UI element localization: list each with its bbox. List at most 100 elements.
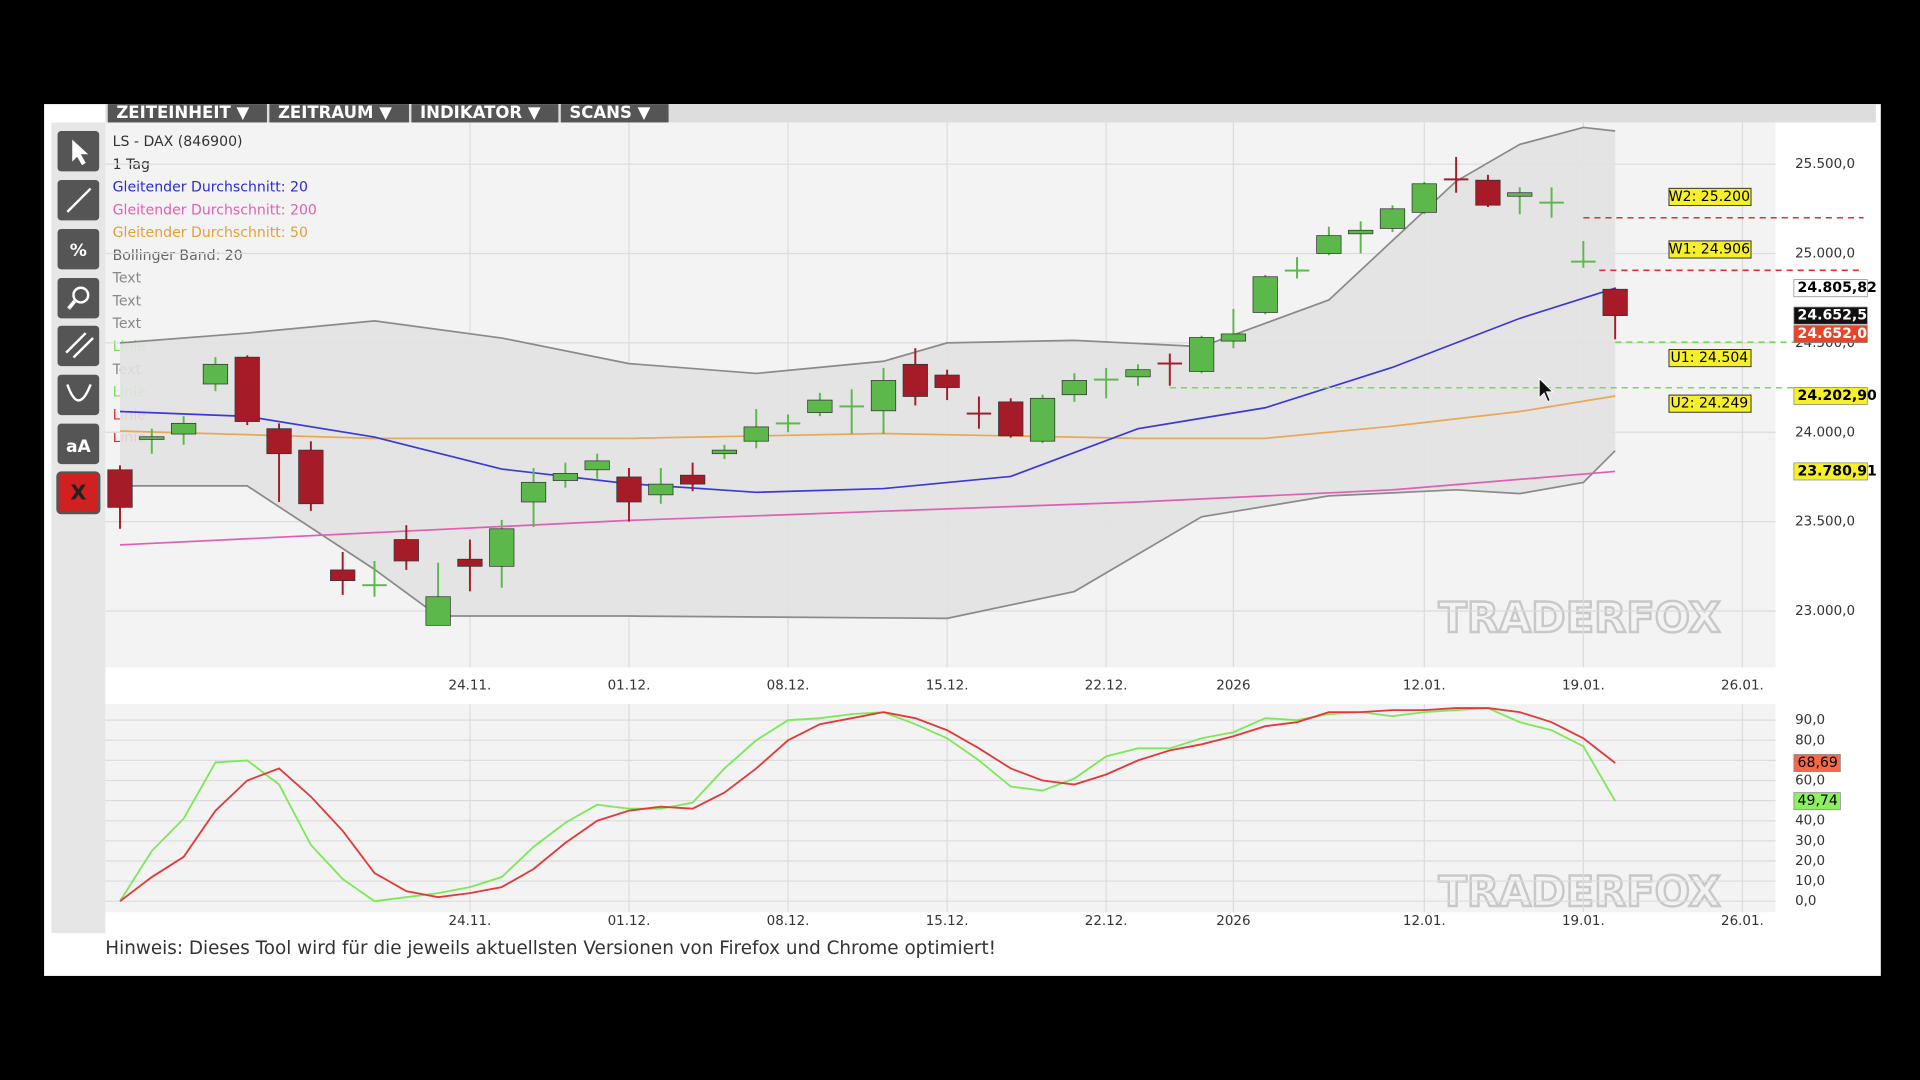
candle-body	[425, 596, 451, 626]
osc-tag	[1793, 754, 1841, 772]
candle-body	[1029, 397, 1056, 442]
tool-buttons: % aA X	[56, 131, 101, 515]
channel-icon	[65, 332, 94, 359]
menu-tab[interactable]	[411, 104, 559, 123]
price-tag	[1793, 462, 1868, 481]
y-tick-label: 23.000,0	[1795, 604, 1855, 619]
legend-entry: Text	[112, 293, 142, 309]
indicator-line	[119, 395, 1616, 440]
candle-body	[711, 449, 738, 455]
x-tick-label: 01.12.	[608, 914, 651, 929]
candle-body	[1093, 378, 1119, 381]
candle-body	[680, 474, 706, 485]
x-tick-label: 15.12.	[926, 914, 969, 929]
osc-tick-label: 40,0	[1795, 814, 1825, 829]
level-label: W1: 24.906	[1669, 241, 1750, 257]
menu-tab[interactable]	[107, 104, 267, 123]
candle-body	[234, 356, 260, 422]
level-box	[1668, 240, 1752, 259]
candle-body	[966, 412, 992, 415]
y-tick-label: 25.000,0	[1795, 246, 1855, 261]
candle-body	[839, 405, 864, 408]
candle-body	[1411, 183, 1437, 213]
osc-tick-label: 10,0	[1795, 874, 1825, 889]
candle-body	[902, 363, 928, 397]
legend-entry: Text	[112, 271, 142, 287]
menu-tab[interactable]	[269, 104, 409, 123]
x-tick-label: 19.01.	[1562, 679, 1605, 694]
legend-entry: Gleitender Durchschnitt: 20	[113, 180, 308, 196]
level-box	[1668, 349, 1752, 368]
level-box	[1668, 394, 1752, 413]
candle-body	[648, 483, 674, 496]
y-tick-label: 24.000,0	[1795, 425, 1855, 440]
x-tick-label: 2026	[1216, 914, 1250, 929]
tool-percent[interactable]	[57, 228, 100, 270]
candle-body	[1507, 192, 1533, 197]
candle-body	[934, 374, 960, 388]
tool-curve[interactable]	[57, 374, 100, 416]
oscillator-line	[119, 707, 1616, 902]
candle-body	[616, 476, 642, 503]
menu-tab[interactable]	[560, 104, 669, 123]
candle-body	[1475, 179, 1501, 206]
osc-tick-label: 80,0	[1795, 733, 1825, 748]
tool-delete[interactable]	[56, 471, 101, 515]
price-tag-label: 24.652,5	[1798, 308, 1867, 324]
candle-body	[330, 569, 356, 582]
y-tick-label: 23.500,0	[1795, 515, 1855, 530]
candle-body	[171, 422, 197, 435]
chart: ZEITEINHEIT ▼ ZEITRAUM ▼ INDIKATOR ▼ SCANS …	[105, 103, 1877, 929]
cursor-icon	[72, 139, 89, 166]
x-tick-label: 2026	[1216, 679, 1250, 694]
bollinger-fill	[120, 127, 1616, 619]
x-tick-label: 26.01.	[1721, 679, 1764, 694]
delete-icon: X	[70, 480, 86, 504]
legend-entry: Gleitender Durchschnitt: 200	[113, 202, 317, 218]
x-tick-label: 08.12.	[767, 914, 810, 929]
legend-entry: Text	[112, 316, 142, 332]
footer-note: Hinweis: Dieses Tool wird für die jeweil…	[105, 938, 996, 959]
menu-label: SCANS ▼	[569, 103, 650, 122]
x-tick-label: 22.12.	[1085, 914, 1128, 929]
osc-tag-label: 68,69	[1798, 755, 1838, 771]
text-icon: aA	[66, 437, 92, 457]
price-tag-label: 23.780,91	[1798, 463, 1877, 479]
candle-body	[139, 436, 165, 440]
x-tick-label: 24.11.	[449, 679, 492, 694]
legend-entry: Gleitender Durchschnitt: 50	[113, 225, 308, 241]
x-tick-label: 12.01.	[1403, 914, 1446, 929]
level-label: U1: 24.504	[1671, 350, 1749, 366]
x-tick-label: 19.01.	[1562, 914, 1605, 929]
legend-entry: Bollinger Band: 20	[113, 248, 243, 264]
candle-body	[998, 401, 1024, 437]
osc-tag	[1793, 792, 1841, 811]
tool-channel[interactable]	[57, 325, 100, 367]
candle-body	[870, 380, 897, 412]
level-box	[1668, 187, 1752, 206]
menu-label: ZEITRAUM ▼	[278, 103, 392, 122]
x-tick-label: 15.12.	[926, 679, 969, 694]
tool-text[interactable]	[57, 423, 100, 465]
price-tag-label: 24.202,90	[1798, 388, 1877, 404]
candle-body	[743, 426, 769, 442]
osc-tick-label: 90,0	[1795, 713, 1825, 728]
percent-icon: %	[70, 241, 87, 261]
x-tick-label: 24.11.	[449, 914, 492, 929]
indicator-line	[119, 126, 1616, 375]
menu-label: INDIKATOR ▼	[420, 103, 541, 122]
price-tag-label: 24.652,0	[1798, 326, 1868, 342]
candle-body	[1220, 333, 1247, 342]
candle-body	[1125, 369, 1151, 378]
tool-zoom[interactable]	[57, 277, 100, 319]
candle-body	[489, 528, 515, 567]
candle-body	[1157, 362, 1183, 365]
candle-body	[1252, 276, 1278, 313]
price-tag	[1793, 306, 1868, 325]
legend-entry: LS - DAX (846900)	[113, 134, 243, 150]
candle-body	[807, 399, 833, 413]
x-tick-label: 01.12.	[608, 679, 651, 694]
mouse-cursor	[1538, 377, 1554, 403]
